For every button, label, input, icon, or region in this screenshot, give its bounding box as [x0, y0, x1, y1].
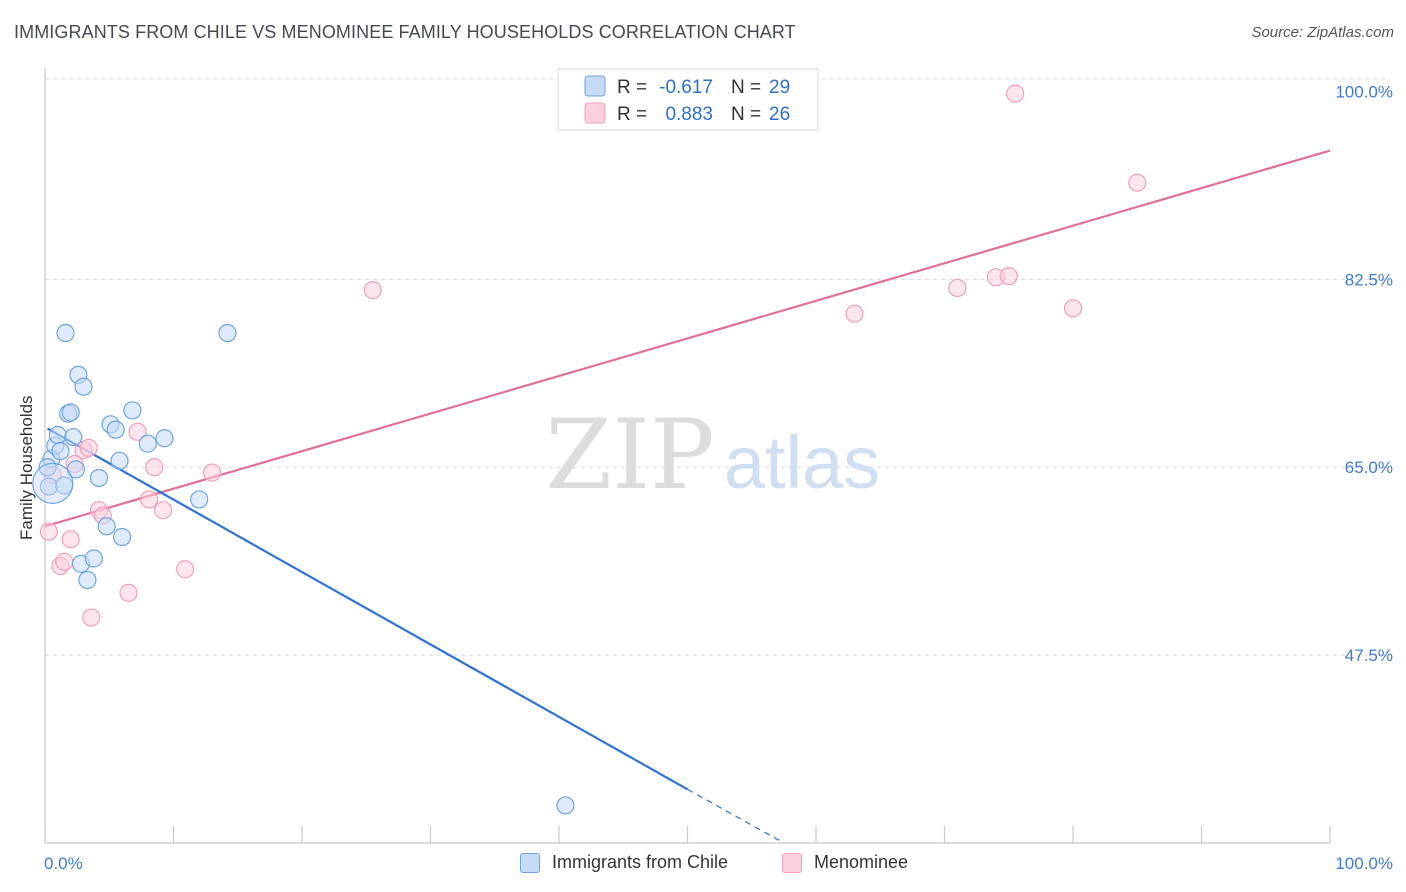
point-chile — [123, 401, 142, 420]
point-chile — [64, 428, 83, 447]
point-chile — [74, 377, 93, 396]
point-chile — [556, 796, 575, 815]
trend-line-chile-extension — [687, 788, 785, 844]
watermark-atlas: atlas — [724, 421, 880, 504]
trend-line-chile — [47, 427, 689, 791]
point-chile — [89, 468, 109, 488]
y-tick-label: 82.5% — [1345, 270, 1393, 289]
legend-r-label: R = — [617, 104, 647, 125]
point-menominee — [79, 438, 98, 458]
point-chile — [190, 490, 209, 509]
watermark-zip: ZIP — [545, 399, 714, 511]
y-tick-label: 47.5% — [1345, 646, 1393, 665]
legend-swatch-menominee — [782, 852, 802, 873]
tick-labels: 47.5% 65.0% 82.5% 100.0% 0.0% 100.0% — [44, 82, 1393, 873]
y-tick-label: 65.0% — [1345, 458, 1393, 477]
point-menominee — [55, 552, 74, 571]
point-chile — [138, 434, 157, 453]
point-chile — [155, 429, 174, 448]
point-menominee — [363, 280, 382, 300]
point-menominee — [61, 530, 80, 549]
watermark: ZIP atlas — [545, 399, 880, 511]
point-menominee — [82, 608, 101, 627]
point-menominee — [145, 458, 164, 477]
point-chile — [218, 323, 237, 343]
gridlines — [45, 78, 1390, 656]
point-chile — [84, 549, 103, 568]
point-menominee — [1006, 84, 1025, 103]
legend-n-label: N = — [731, 77, 761, 98]
point-menominee — [139, 490, 159, 509]
trend-line-menominee — [44, 149, 1331, 528]
point-chile — [97, 517, 116, 536]
trend-lines — [44, 149, 1331, 844]
legend-swatch-menominee — [584, 102, 606, 124]
point-menominee — [39, 522, 58, 541]
source-label: Source: ZipAtlas.com — [1251, 24, 1394, 41]
point-chile — [112, 527, 132, 547]
point-menominee — [999, 267, 1018, 286]
legend-n-value: 29 — [769, 77, 790, 98]
legend-item-chile: Immigrants from Chile — [520, 852, 728, 873]
legend-n-value: 26 — [769, 104, 790, 125]
point-menominee — [948, 278, 967, 298]
point-chile — [106, 420, 125, 439]
legend-label-menominee: Menominee — [814, 852, 909, 872]
point-chile — [48, 425, 67, 445]
chart-title: IMMIGRANTS FROM CHILE VS MENOMINEE FAMIL… — [14, 22, 796, 42]
point-menominee — [1128, 173, 1147, 192]
legend-r-value: -0.617 — [659, 77, 713, 98]
point-chile — [61, 403, 80, 422]
point-menominee — [1063, 299, 1083, 318]
point-menominee — [175, 560, 195, 579]
legend-swatch-chile — [584, 75, 606, 97]
legend-n-label: N = — [731, 104, 761, 125]
point-chile — [56, 323, 75, 343]
legend-r-value: 0.883 — [665, 104, 713, 125]
legend-item-menominee: Menominee — [782, 852, 908, 873]
legend-box: R = -0.617 N = 29 R = 0.883 N = 26 — [557, 68, 819, 131]
point-menominee — [128, 422, 147, 441]
x-tick-label: 0.0% — [44, 854, 83, 873]
y-tick-label: 100.0% — [1335, 82, 1393, 101]
legend-label-chile: Immigrants from Chile — [552, 852, 729, 872]
point-menominee — [845, 304, 864, 323]
data-points — [32, 84, 1147, 815]
point-menominee — [119, 583, 138, 602]
x-tick-label: 100.0% — [1335, 854, 1393, 873]
legend-swatch-chile — [520, 852, 540, 873]
legend-r-label: R = — [617, 77, 647, 98]
point-chile — [51, 442, 70, 461]
point-chile — [78, 570, 97, 590]
point-menominee — [154, 501, 173, 520]
bottom-legend: Immigrants from Chile Menominee — [0, 852, 1406, 878]
point-chile — [110, 451, 129, 470]
point-chile-cluster — [32, 462, 74, 504]
point-menominee — [202, 463, 222, 482]
